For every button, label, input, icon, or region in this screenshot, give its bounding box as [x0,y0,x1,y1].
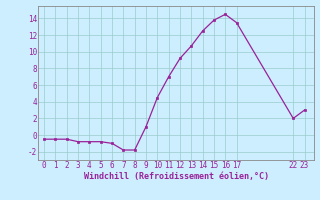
X-axis label: Windchill (Refroidissement éolien,°C): Windchill (Refroidissement éolien,°C) [84,172,268,181]
